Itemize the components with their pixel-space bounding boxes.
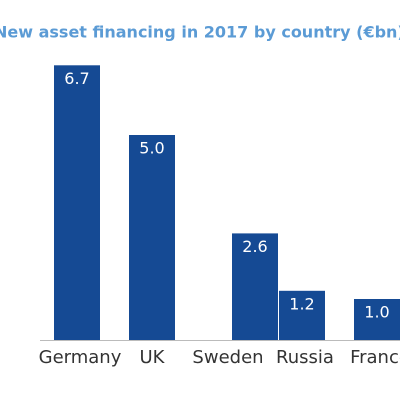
bar [129, 135, 175, 340]
bar [232, 233, 278, 340]
value-label: 1.2 [289, 294, 314, 313]
value-label: 6.7 [64, 69, 89, 88]
value-label: 5.0 [139, 139, 164, 158]
x-tick-label: UK [140, 347, 166, 368]
x-tick-label: Russia [276, 347, 334, 368]
bar [54, 65, 100, 341]
bar [279, 290, 325, 340]
value-label: 1.0 [364, 303, 389, 322]
chart-title: New asset financing in 2017 by country (… [0, 23, 400, 42]
x-tick-label: France [350, 347, 400, 368]
x-tick-label: Sweden [192, 347, 263, 368]
value-label: 2.6 [242, 237, 267, 256]
x-tick-label: Germany [39, 347, 122, 368]
bar [354, 299, 400, 340]
